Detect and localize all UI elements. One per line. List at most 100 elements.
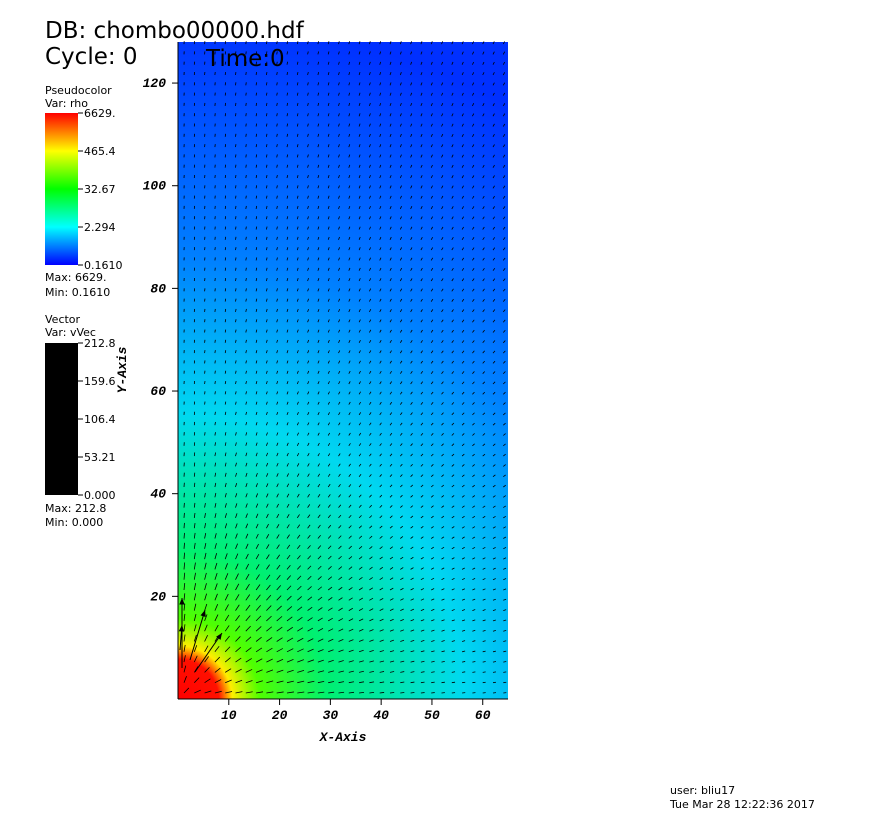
vector-glyph: [317, 545, 322, 550]
vector-glyph: [410, 598, 414, 601]
vector-glyph: [430, 288, 434, 292]
vector-glyph: [472, 185, 475, 189]
y-tick-label: 60: [150, 384, 166, 399]
vector-glyph: [255, 144, 258, 148]
vector-glyph: [502, 164, 506, 168]
vector-glyph: [482, 237, 485, 241]
vector-glyph: [431, 650, 435, 653]
legend-var: Var: rho: [45, 97, 88, 110]
vector-glyph: [482, 578, 486, 581]
vector-glyph: [399, 92, 402, 96]
vector-glyph: [369, 92, 371, 96]
vector-glyph: [420, 515, 424, 519]
vector-glyph: [482, 661, 486, 663]
vector-glyph: [225, 691, 233, 694]
vector-glyph: [317, 607, 323, 611]
vector-head: [216, 633, 222, 640]
vector-glyph: [286, 82, 289, 86]
vector-glyph: [327, 597, 333, 601]
vector-glyph: [245, 573, 250, 580]
vector-glyph: [286, 216, 289, 220]
vector-glyph: [286, 606, 293, 611]
vector-glyph: [369, 463, 372, 467]
vector-glyph: [451, 309, 454, 313]
vector-glyph: [400, 536, 404, 539]
vector-glyph: [482, 495, 486, 498]
vector-glyph: [266, 544, 270, 550]
vector-glyph: [245, 298, 247, 302]
vector-glyph: [358, 267, 361, 271]
vector-glyph: [276, 524, 280, 529]
vector-glyph: [338, 432, 341, 436]
vector-glyph: [286, 411, 289, 416]
vector-glyph: [430, 61, 433, 65]
vector-glyph: [410, 164, 413, 168]
vector-glyph: [286, 61, 289, 65]
vector-glyph: [379, 257, 382, 261]
vector-glyph: [193, 634, 197, 642]
vector-glyph: [245, 625, 251, 632]
vector-glyph: [307, 442, 310, 446]
legend-min: Min: 0.1610: [45, 286, 110, 299]
vector-glyph: [451, 577, 455, 581]
vector-glyph: [296, 432, 299, 436]
vector-glyph: [451, 319, 454, 323]
vector-glyph: [245, 360, 247, 364]
vector-glyph: [348, 660, 354, 663]
vector-glyph: [214, 472, 217, 477]
vector-glyph: [183, 644, 186, 652]
vector-glyph: [358, 51, 361, 55]
vector-glyph: [379, 278, 382, 282]
vector-glyph: [379, 82, 382, 86]
vector-glyph: [204, 603, 208, 611]
vector-glyph: [338, 82, 340, 86]
vector-glyph: [379, 494, 383, 498]
vector-glyph: [358, 164, 361, 168]
vector-glyph: [379, 453, 382, 457]
vector-glyph: [204, 635, 208, 642]
vector-glyph: [204, 512, 206, 518]
vector-glyph: [286, 41, 289, 45]
vector-glyph: [482, 598, 486, 601]
vector-glyph: [461, 350, 465, 354]
vector-glyph: [266, 288, 268, 292]
vector-head: [178, 625, 185, 632]
x-tick-label: 30: [323, 708, 339, 723]
vector-glyph: [410, 185, 413, 189]
vector-glyph: [307, 534, 311, 539]
vector-glyph: [327, 113, 330, 117]
vector-glyph: [482, 72, 485, 76]
vector-glyph: [462, 650, 466, 653]
vector-glyph: [317, 92, 320, 96]
vector-glyph: [266, 257, 268, 261]
vector-glyph: [348, 61, 351, 65]
vector-glyph: [317, 319, 320, 323]
vector-glyph: [389, 102, 392, 107]
vector-glyph: [482, 340, 485, 344]
vector-glyph: [461, 61, 464, 65]
vector-glyph: [502, 61, 506, 65]
vector-glyph: [338, 494, 341, 498]
vector-glyph: [400, 681, 405, 684]
vector-glyph: [441, 226, 444, 230]
vector-glyph: [235, 298, 237, 302]
vector-glyph: [276, 462, 279, 467]
vector-glyph: [266, 247, 268, 251]
vector-glyph: [379, 692, 385, 694]
vector-glyph: [348, 72, 351, 76]
vector-glyph: [369, 226, 371, 230]
vector-glyph: [472, 567, 476, 570]
vector-glyph: [400, 629, 405, 632]
vector-glyph: [502, 247, 506, 251]
vector-glyph: [389, 236, 392, 240]
vector-glyph: [358, 288, 361, 292]
vector-glyph: [307, 381, 310, 385]
vector-glyph: [328, 638, 334, 642]
vector-glyph: [204, 462, 206, 467]
db-title: DB: chombo00000.hdf: [45, 18, 305, 44]
vector-glyph: [399, 195, 402, 199]
vector-glyph: [472, 661, 476, 663]
vector-glyph: [410, 216, 413, 220]
vector-glyph: [369, 692, 375, 694]
vector-glyph: [327, 545, 332, 550]
